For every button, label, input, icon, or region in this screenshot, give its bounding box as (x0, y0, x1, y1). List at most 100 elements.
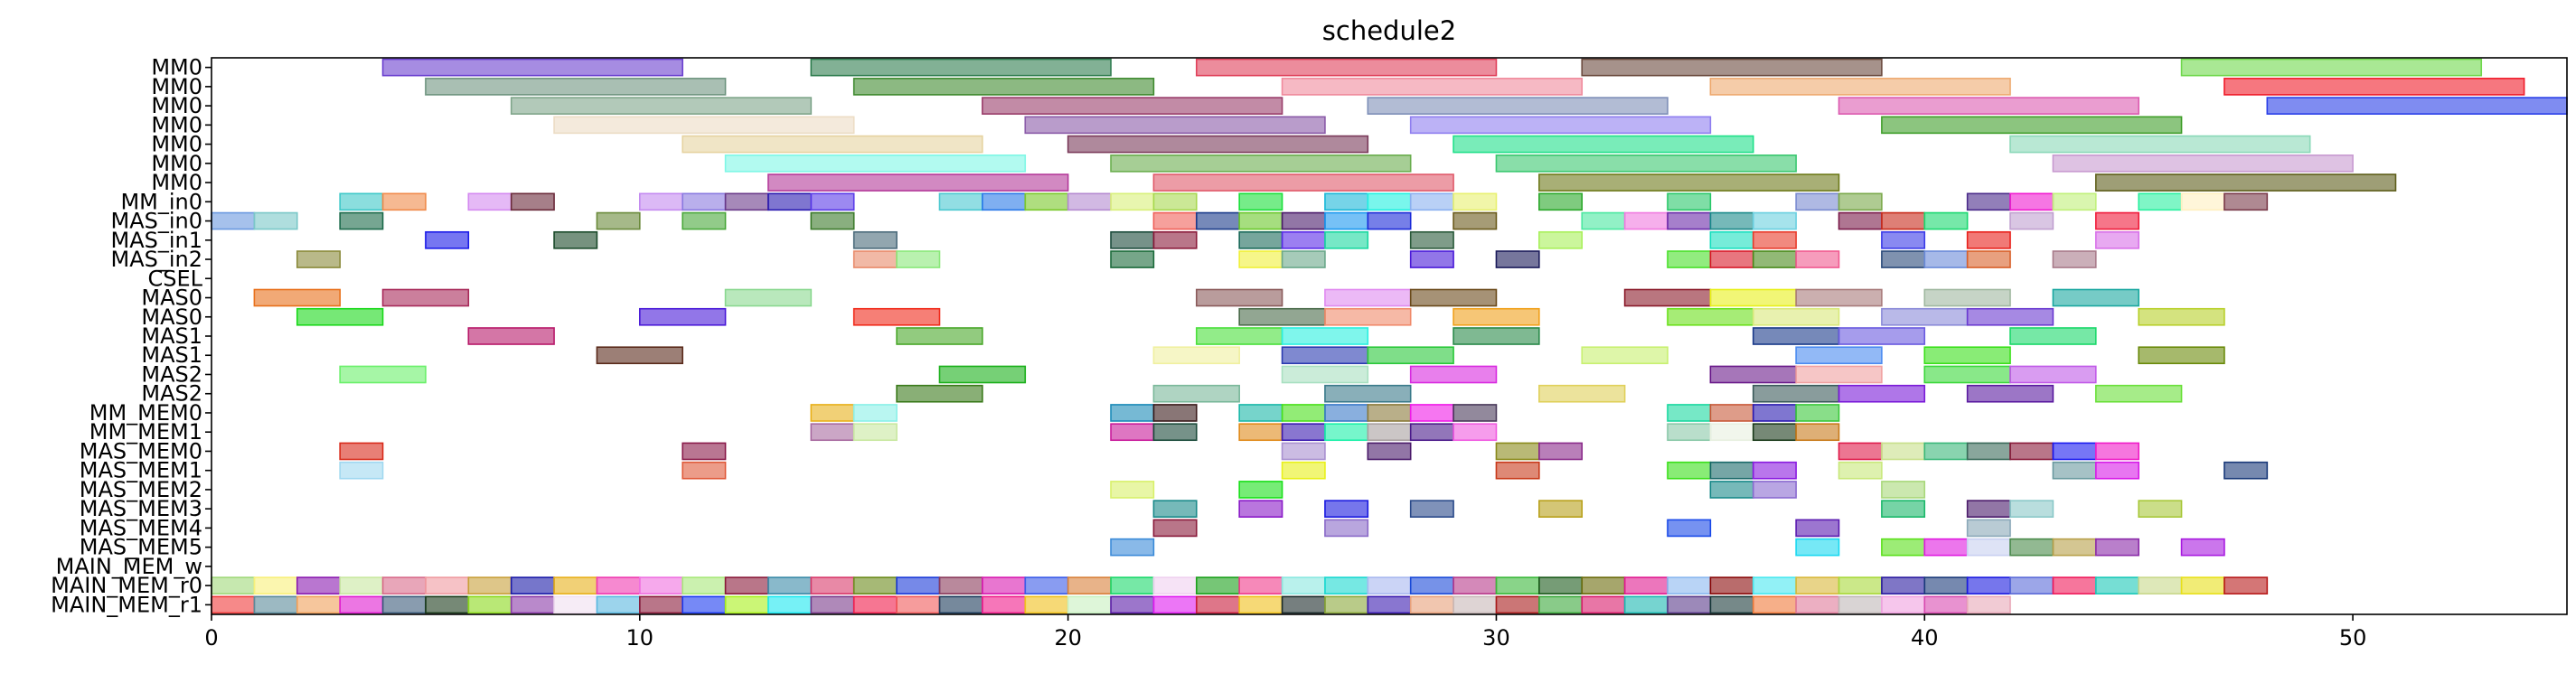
task-bar-188 (1281, 423, 1326, 442)
task-bar-318 (1110, 595, 1155, 614)
y-tick-label: MAS_MEM2 (80, 477, 202, 502)
task-bar-168 (2095, 384, 2183, 403)
task-bar-246 (2052, 538, 2097, 557)
task-bar-127 (639, 307, 727, 326)
task-bar-290 (1966, 576, 2011, 594)
y-tick-label: MAS0 (141, 286, 202, 311)
task-bar-161 (896, 384, 983, 403)
task-bar-5 (425, 78, 727, 96)
task-bar-116 (381, 288, 470, 307)
task-bar-196 (1795, 423, 1840, 442)
task-bar-155 (1281, 365, 1369, 384)
task-bar-276 (1367, 576, 1412, 594)
task-bar-69 (1238, 211, 1283, 230)
task-bar-131 (1453, 307, 1540, 326)
task-bar-7 (1281, 78, 1584, 96)
y-tick-label: MAS0 (141, 304, 202, 330)
task-bar-33 (467, 192, 512, 211)
task-bar-258 (596, 576, 641, 594)
task-bar-159 (1923, 365, 2011, 384)
task-bar-306 (596, 595, 641, 614)
task-bar-326 (1453, 595, 1498, 614)
task-bar-149 (1581, 346, 1669, 365)
task-bar-224 (1752, 481, 1797, 499)
task-bar-148 (1367, 346, 1454, 365)
task-bar-62 (253, 211, 298, 230)
task-bar-2 (1195, 58, 1498, 77)
task-bar-327 (1495, 595, 1540, 614)
task-bar-193 (1667, 423, 1712, 442)
task-bar-192 (1453, 423, 1498, 442)
task-bar-135 (1966, 307, 2054, 326)
x-tick-label: 50 (2339, 625, 2367, 651)
task-bar-214 (1667, 461, 1712, 480)
task-bar-26 (2052, 154, 2354, 173)
task-bar-175 (1324, 404, 1369, 422)
task-bar-28 (1152, 173, 1454, 192)
task-bar-229 (1409, 500, 1454, 519)
task-bar-23 (724, 154, 1027, 173)
y-tick-label: MAS2 (141, 361, 202, 387)
y-tick-label: CSEL (147, 266, 202, 291)
task-bar-260 (682, 576, 727, 594)
task-bar-71 (1324, 211, 1369, 230)
x-tick-label: 40 (1911, 625, 1939, 651)
task-bar-330 (1623, 595, 1669, 614)
task-bar-323 (1324, 595, 1369, 614)
task-bar-338 (1966, 595, 2011, 614)
task-bar-36 (682, 192, 727, 211)
y-tick-label: MM_MEM0 (89, 400, 202, 426)
task-bar-80 (1881, 211, 1926, 230)
task-bar-104 (1281, 250, 1326, 268)
task-bar-45 (1152, 192, 1198, 211)
task-bar-311 (810, 595, 855, 614)
y-tick-label: MAS1 (141, 323, 202, 349)
task-bar-162 (1152, 384, 1240, 403)
task-bar-245 (2009, 538, 2054, 557)
task-bar-13 (1838, 97, 2139, 115)
task-bar-112 (1923, 250, 1969, 268)
task-bar-268 (1024, 576, 1069, 594)
task-bar-153 (339, 365, 427, 384)
task-bar-314 (938, 595, 983, 614)
task-bar-178 (1453, 404, 1498, 422)
task-bar-24 (1110, 154, 1412, 173)
task-bar-238 (1795, 519, 1840, 538)
task-bar-10 (510, 97, 813, 115)
task-bar-283 (1667, 576, 1712, 594)
task-bar-75 (1623, 211, 1669, 230)
task-bar-163 (1324, 384, 1412, 403)
task-bar-265 (896, 576, 941, 594)
task-bar-222 (1238, 481, 1283, 499)
task-bar-68 (1195, 211, 1240, 230)
task-bar-234 (2138, 500, 2183, 519)
task-bar-18 (1881, 116, 2183, 135)
task-bar-221 (1110, 481, 1155, 499)
task-bar-95 (1752, 230, 1797, 249)
task-bar-19 (682, 135, 983, 154)
task-bar-235 (1152, 519, 1198, 538)
task-bar-30 (2095, 173, 2397, 192)
task-bar-66 (810, 211, 855, 230)
task-bar-9 (2223, 78, 2525, 96)
task-bar-70 (1281, 211, 1326, 230)
task-bar-156 (1409, 365, 1498, 384)
task-bar-231 (1881, 500, 1926, 519)
task-bar-136 (2138, 307, 2225, 326)
task-bar-47 (1324, 192, 1369, 211)
task-bar-236 (1324, 519, 1369, 538)
task-bar-111 (1881, 250, 1926, 268)
task-bar-294 (2138, 576, 2183, 594)
task-bar-243 (1923, 538, 1969, 557)
task-bar-208 (2052, 442, 2097, 461)
task-bar-11 (982, 97, 1283, 115)
task-bar-42 (1024, 192, 1069, 211)
task-bar-252 (339, 576, 384, 594)
task-bar-287 (1838, 576, 1883, 594)
task-bar-275 (1324, 576, 1369, 594)
task-bar-88 (1152, 230, 1198, 249)
task-bar-303 (467, 595, 512, 614)
task-bar-204 (1881, 442, 1926, 461)
task-bar-3 (1581, 58, 1883, 77)
